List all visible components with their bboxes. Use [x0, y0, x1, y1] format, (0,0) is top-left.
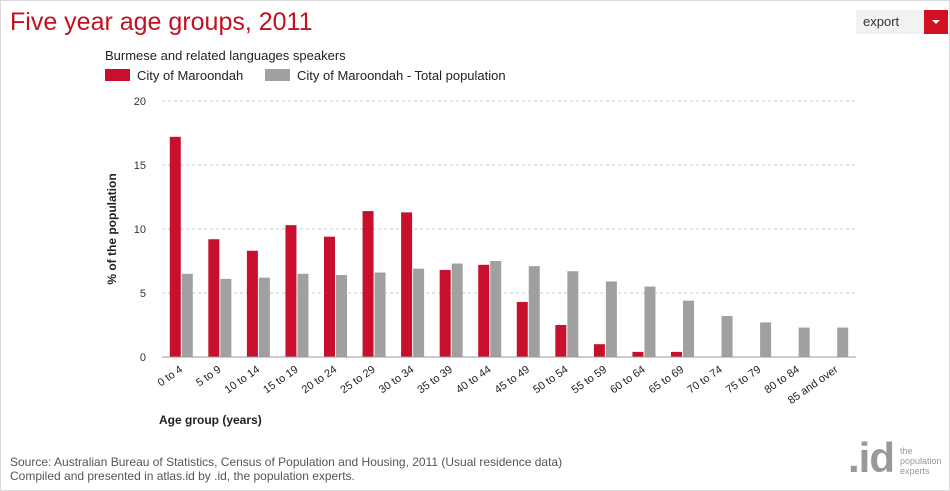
x-tick-label: 60 to 64	[608, 364, 647, 397]
chart-subtitle: Burmese and related languages speakers	[105, 48, 346, 63]
bar-series-2[interactable]	[451, 263, 463, 357]
x-tick-label: 40 to 44	[454, 364, 493, 397]
x-tick-label: 50 to 54	[531, 364, 570, 397]
x-tick-label: 70 to 74	[685, 364, 724, 397]
x-tick-label: 30 to 34	[377, 364, 416, 397]
bar-series-1[interactable]	[593, 344, 605, 357]
bar-series-1[interactable]	[324, 236, 335, 357]
y-axis-ticks: 0 5 10 15 20	[134, 96, 146, 364]
bar-series-1[interactable]	[632, 351, 644, 357]
x-tick-label: 65 to 69	[647, 364, 686, 397]
x-tick-label: 45 to 49	[493, 364, 532, 397]
bar-series-2[interactable]	[181, 273, 193, 357]
id-logo: .id the population experts	[848, 434, 948, 485]
bar-series-2[interactable]	[683, 300, 694, 357]
x-tick-label: 35 to 39	[415, 364, 454, 397]
bar-series-1[interactable]	[439, 269, 451, 357]
chevron-down-icon[interactable]	[924, 10, 948, 34]
y-axis-label: % of the population	[105, 173, 119, 284]
logo-mark: .id	[848, 434, 895, 481]
x-tick-label: 0 to 4	[156, 364, 185, 390]
bar-series-2[interactable]	[567, 271, 579, 357]
bar-series-1[interactable]	[478, 264, 490, 357]
bar-series-1[interactable]	[401, 212, 413, 357]
chart-bars	[169, 136, 849, 357]
logo-text: the population experts	[900, 446, 942, 476]
x-tick-label: 75 to 79	[724, 364, 763, 397]
y-tick-label: 10	[134, 224, 146, 236]
y-tick-label: 0	[140, 352, 146, 364]
bar-series-2[interactable]	[760, 322, 772, 357]
y-tick-label: 15	[134, 160, 146, 172]
y-tick-label: 5	[140, 288, 146, 300]
bar-series-2[interactable]	[605, 281, 617, 357]
bar-series-2[interactable]	[297, 273, 309, 357]
bar-series-1[interactable]	[208, 239, 220, 357]
bar-series-2[interactable]	[721, 316, 733, 357]
bar-series-2[interactable]	[798, 327, 810, 357]
chart-gridlines	[162, 100, 856, 294]
legend-swatch-series-2	[265, 69, 290, 81]
legend-swatch-series-1	[105, 69, 130, 81]
logo-line-1: the	[900, 446, 913, 456]
bar-series-1[interactable]	[516, 301, 528, 357]
x-axis-ticks: 0 to 4 5 to 9 10 to 14 15 to 19 20 to 24 25 t…	[156, 363, 841, 406]
x-axis-label: Age group (years)	[159, 413, 262, 427]
page-title: Five year age groups, 2011	[10, 8, 313, 36]
source-line-2: Compiled and presented in atlas.id by .i…	[10, 469, 355, 483]
logo-line-3: experts	[900, 466, 930, 476]
bar-series-1[interactable]	[671, 351, 682, 357]
x-tick-label: 20 to 24	[300, 364, 339, 397]
x-tick-label: 55 to 59	[570, 364, 609, 397]
source-note: Source: Australian Bureau of Statistics,…	[10, 455, 562, 483]
source-line-1: Source: Australian Bureau of Statistics,…	[10, 455, 563, 469]
bar-series-1[interactable]	[285, 225, 297, 357]
bar-series-2[interactable]	[374, 272, 386, 357]
x-tick-label: 10 to 14	[223, 364, 262, 397]
legend-label-series-2: City of Maroondah - Total population	[297, 68, 506, 83]
export-label: export	[863, 14, 900, 29]
legend-label-series-1: City of Maroondah	[137, 68, 244, 83]
bar-series-2[interactable]	[258, 277, 270, 357]
bar-series-2[interactable]	[837, 327, 849, 357]
bar-series-1[interactable]	[362, 211, 374, 357]
logo-line-2: population	[900, 456, 942, 466]
bar-series-2[interactable]	[644, 286, 656, 357]
bar-series-1[interactable]	[169, 136, 181, 357]
bar-series-1[interactable]	[246, 250, 258, 357]
bar-series-2[interactable]	[528, 266, 540, 357]
bar-series-1[interactable]	[555, 325, 567, 357]
x-tick-label: 25 to 29	[338, 364, 377, 397]
bar-series-2[interactable]	[336, 275, 347, 357]
export-dropdown[interactable]: export	[856, 10, 948, 34]
x-tick-label: 5 to 9	[194, 364, 223, 390]
bar-series-2[interactable]	[220, 278, 232, 357]
y-tick-label: 20	[134, 96, 146, 108]
bar-series-2[interactable]	[490, 261, 502, 357]
x-tick-label: 15 to 19	[261, 364, 300, 397]
bar-series-2[interactable]	[413, 268, 425, 357]
